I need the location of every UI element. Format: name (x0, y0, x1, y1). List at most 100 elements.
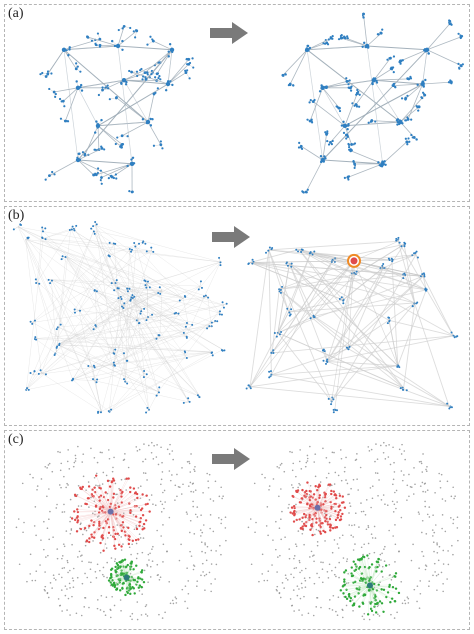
graph-node (245, 387, 248, 390)
graph-node (129, 486, 132, 489)
graph-node (87, 481, 90, 483)
graph-node (382, 451, 385, 454)
graph-node (171, 599, 174, 602)
graph-node (51, 170, 54, 174)
graph-node (146, 502, 149, 506)
graph-node (75, 516, 79, 519)
graph-node (81, 151, 85, 154)
graph-node (79, 83, 83, 87)
graph-node (301, 614, 303, 616)
graph-node (294, 543, 297, 545)
graph-edge (333, 258, 406, 276)
graph-node (431, 529, 434, 531)
graph-edge (369, 585, 393, 599)
graph-edge (344, 92, 358, 126)
graph-node (412, 543, 414, 546)
graph-node (291, 512, 294, 515)
graph-node (75, 157, 81, 163)
graph-node (129, 562, 132, 565)
graph-node (371, 537, 374, 539)
graph-node (299, 571, 301, 574)
graph-edge (278, 288, 349, 350)
graph-node (345, 80, 349, 83)
graph-node (114, 565, 117, 569)
graph-node (94, 148, 97, 151)
graph-node (124, 593, 127, 597)
graph-node (46, 591, 49, 594)
graph-node (325, 457, 328, 459)
graph-node (321, 581, 324, 584)
graph-node (57, 598, 60, 600)
graph-node (110, 480, 113, 484)
graph-node (72, 579, 75, 582)
graph-node (128, 546, 131, 549)
graph-node (210, 583, 212, 585)
graph-node (132, 30, 135, 33)
graph-node (148, 499, 151, 501)
graph-node (386, 58, 389, 61)
graph-node (205, 559, 208, 562)
graph-node (88, 606, 90, 609)
graph-node (106, 561, 108, 564)
graph-node (86, 35, 89, 39)
graph-edge (331, 254, 417, 402)
graph-node (321, 568, 324, 571)
graph-edge (33, 351, 213, 376)
graph-node (440, 473, 443, 476)
graph-node (350, 143, 354, 146)
graph-node (362, 16, 365, 19)
graph-node (385, 444, 387, 447)
graph-edge (110, 482, 113, 512)
graph-node (360, 502, 362, 504)
graph-node (420, 81, 425, 87)
graph-node (48, 518, 50, 521)
graph-node (64, 585, 67, 587)
graph-node (46, 467, 48, 469)
graph-node (139, 312, 142, 315)
graph-node (152, 503, 154, 506)
graph-node (346, 37, 349, 40)
graph-node (186, 607, 189, 609)
graph-node (204, 589, 206, 591)
graph-node (142, 537, 145, 539)
graph-node (101, 534, 104, 537)
graph-node (421, 471, 424, 473)
graph-node (341, 512, 344, 516)
graph-node (340, 501, 344, 504)
graph-node (345, 456, 347, 459)
graph-node (96, 563, 99, 566)
graph-edge (132, 297, 176, 315)
graph-node (312, 614, 315, 617)
graph-node (34, 579, 37, 582)
graph-node (454, 495, 456, 497)
graph-node (381, 552, 383, 555)
graph-node (145, 319, 148, 322)
graph-edge (91, 511, 111, 521)
graph-node (418, 607, 421, 609)
graph-node (453, 497, 455, 500)
graph-edge (347, 348, 450, 407)
graph-node (416, 585, 419, 587)
graph-node (343, 584, 346, 587)
graph-node (112, 496, 115, 499)
graph-node (283, 587, 285, 589)
graph-node (50, 279, 53, 282)
graph-node (113, 604, 116, 607)
graph-node (97, 485, 99, 487)
graph-edge (156, 49, 173, 74)
graph-edge (207, 296, 212, 327)
graph-node (152, 92, 156, 96)
graph-node (278, 467, 280, 469)
graph-node (109, 574, 113, 577)
graph-node (436, 542, 438, 544)
graph-node (388, 444, 390, 446)
graph-node (194, 513, 197, 516)
graph-node (44, 465, 47, 468)
graph-node (338, 537, 341, 539)
graph-node (142, 460, 144, 463)
graph-node (143, 71, 147, 75)
graph-node (168, 580, 171, 583)
graph-node (113, 544, 116, 548)
graph-node (352, 536, 355, 538)
graph-node (37, 372, 40, 375)
